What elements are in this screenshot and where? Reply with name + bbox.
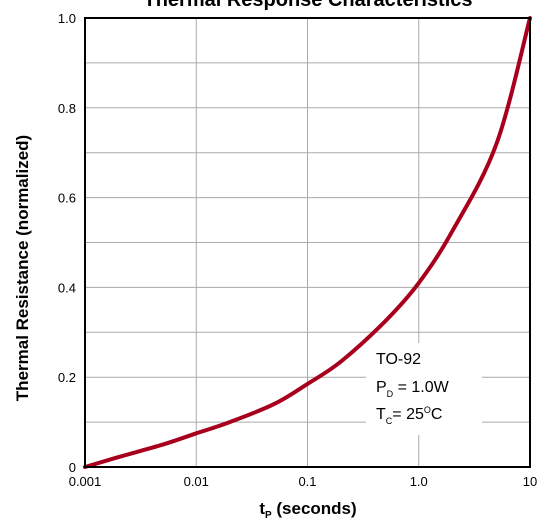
y-tick-label: 0.6 <box>58 191 76 206</box>
y-tick-label: 1.0 <box>58 11 76 26</box>
temp-value: = 25 <box>392 406 424 423</box>
annotation-package: TO-92 <box>376 351 421 368</box>
power-symbol: P <box>376 379 387 396</box>
x-tick-label: 1.0 <box>410 474 428 489</box>
y-tick-label: 0.8 <box>58 101 76 116</box>
annotation-box: TO-92 PD = 1.0W TC= 25OC <box>366 343 482 435</box>
temp-unit: C <box>431 406 443 423</box>
grid-lines <box>85 18 530 467</box>
series-line <box>83 16 532 469</box>
y-tick-label: 0.4 <box>58 280 76 295</box>
annotation-background <box>366 343 482 435</box>
x-tick-label: 10 <box>523 474 537 489</box>
degree-symbol: O <box>424 405 431 415</box>
annotation-power: PD = 1.0W <box>376 379 450 399</box>
tick-labels: 0 0.2 0.4 0.6 0.8 1.0 0.001 0.01 0.1 1.0 10 <box>58 11 537 489</box>
y-axis-label: Thermal Resistance (normalized) <box>13 135 32 401</box>
power-value: = 1.0W <box>393 379 449 396</box>
x-axis-subscript: P <box>265 510 272 521</box>
x-axis-symbol: t <box>259 499 265 518</box>
plot-frame <box>84 17 531 468</box>
x-axis-unit: (seconds) <box>272 499 357 518</box>
temp-subscript: C <box>386 416 393 426</box>
temp-symbol: T <box>376 406 386 423</box>
power-subscript: D <box>387 389 394 399</box>
annotation-temperature: TC= 25OC <box>376 405 442 426</box>
y-tick-label: 0 <box>69 460 76 475</box>
x-tick-label: 0.1 <box>298 474 316 489</box>
chart-title: Thermal Response Characteristics <box>143 0 472 11</box>
y-tick-label: 0.2 <box>58 370 76 385</box>
x-tick-label: 0.01 <box>184 474 209 489</box>
x-tick-label: 0.001 <box>69 474 102 489</box>
x-axis-label: tP (seconds) <box>259 499 356 521</box>
